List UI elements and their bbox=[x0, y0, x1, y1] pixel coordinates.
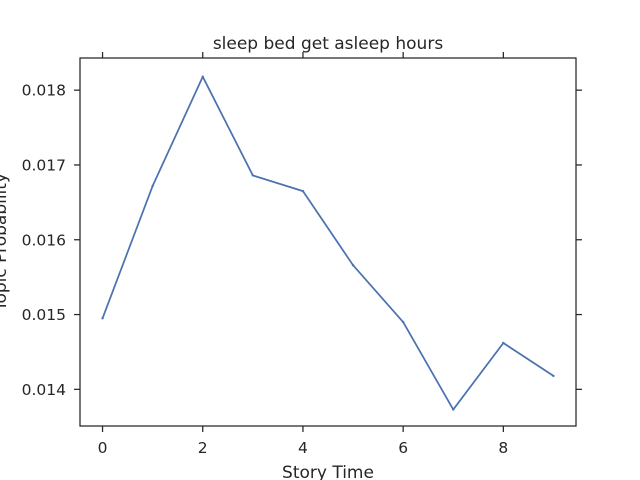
chart-title: sleep bed get asleep hours bbox=[213, 34, 444, 54]
data-point bbox=[401, 320, 405, 324]
y-axis-label: Topic Probability bbox=[0, 173, 11, 312]
x-tick-label: 0 bbox=[98, 439, 108, 457]
y-tick-label: 0.016 bbox=[22, 231, 66, 249]
x-axis-label: Story Time bbox=[282, 463, 374, 480]
data-point bbox=[301, 189, 305, 193]
data-point bbox=[452, 408, 455, 411]
data-point bbox=[351, 263, 355, 267]
data-point bbox=[151, 184, 154, 188]
y-tick-label: 0.017 bbox=[22, 156, 66, 174]
x-tick-label: 8 bbox=[498, 439, 508, 457]
y-tick-label: 0.015 bbox=[22, 306, 66, 324]
data-point bbox=[201, 75, 204, 78]
x-tick-label: 4 bbox=[298, 439, 308, 457]
series-layer bbox=[101, 75, 555, 411]
series-line bbox=[101, 75, 555, 411]
x-tick-label: 6 bbox=[398, 439, 408, 457]
y-axis-ticks: 0.014 0.015 0.016 0.017 0.018 bbox=[22, 82, 582, 399]
x-axis-ticks: 0 2 4 6 8 bbox=[98, 52, 508, 457]
plot-frame bbox=[79, 57, 577, 427]
data-point bbox=[101, 317, 104, 320]
y-tick-label: 0.014 bbox=[22, 381, 66, 399]
data-point bbox=[502, 341, 505, 345]
data-point bbox=[552, 374, 555, 378]
y-tick-label: 0.018 bbox=[22, 82, 66, 100]
x-tick-label: 2 bbox=[198, 439, 208, 457]
data-point bbox=[251, 174, 255, 177]
